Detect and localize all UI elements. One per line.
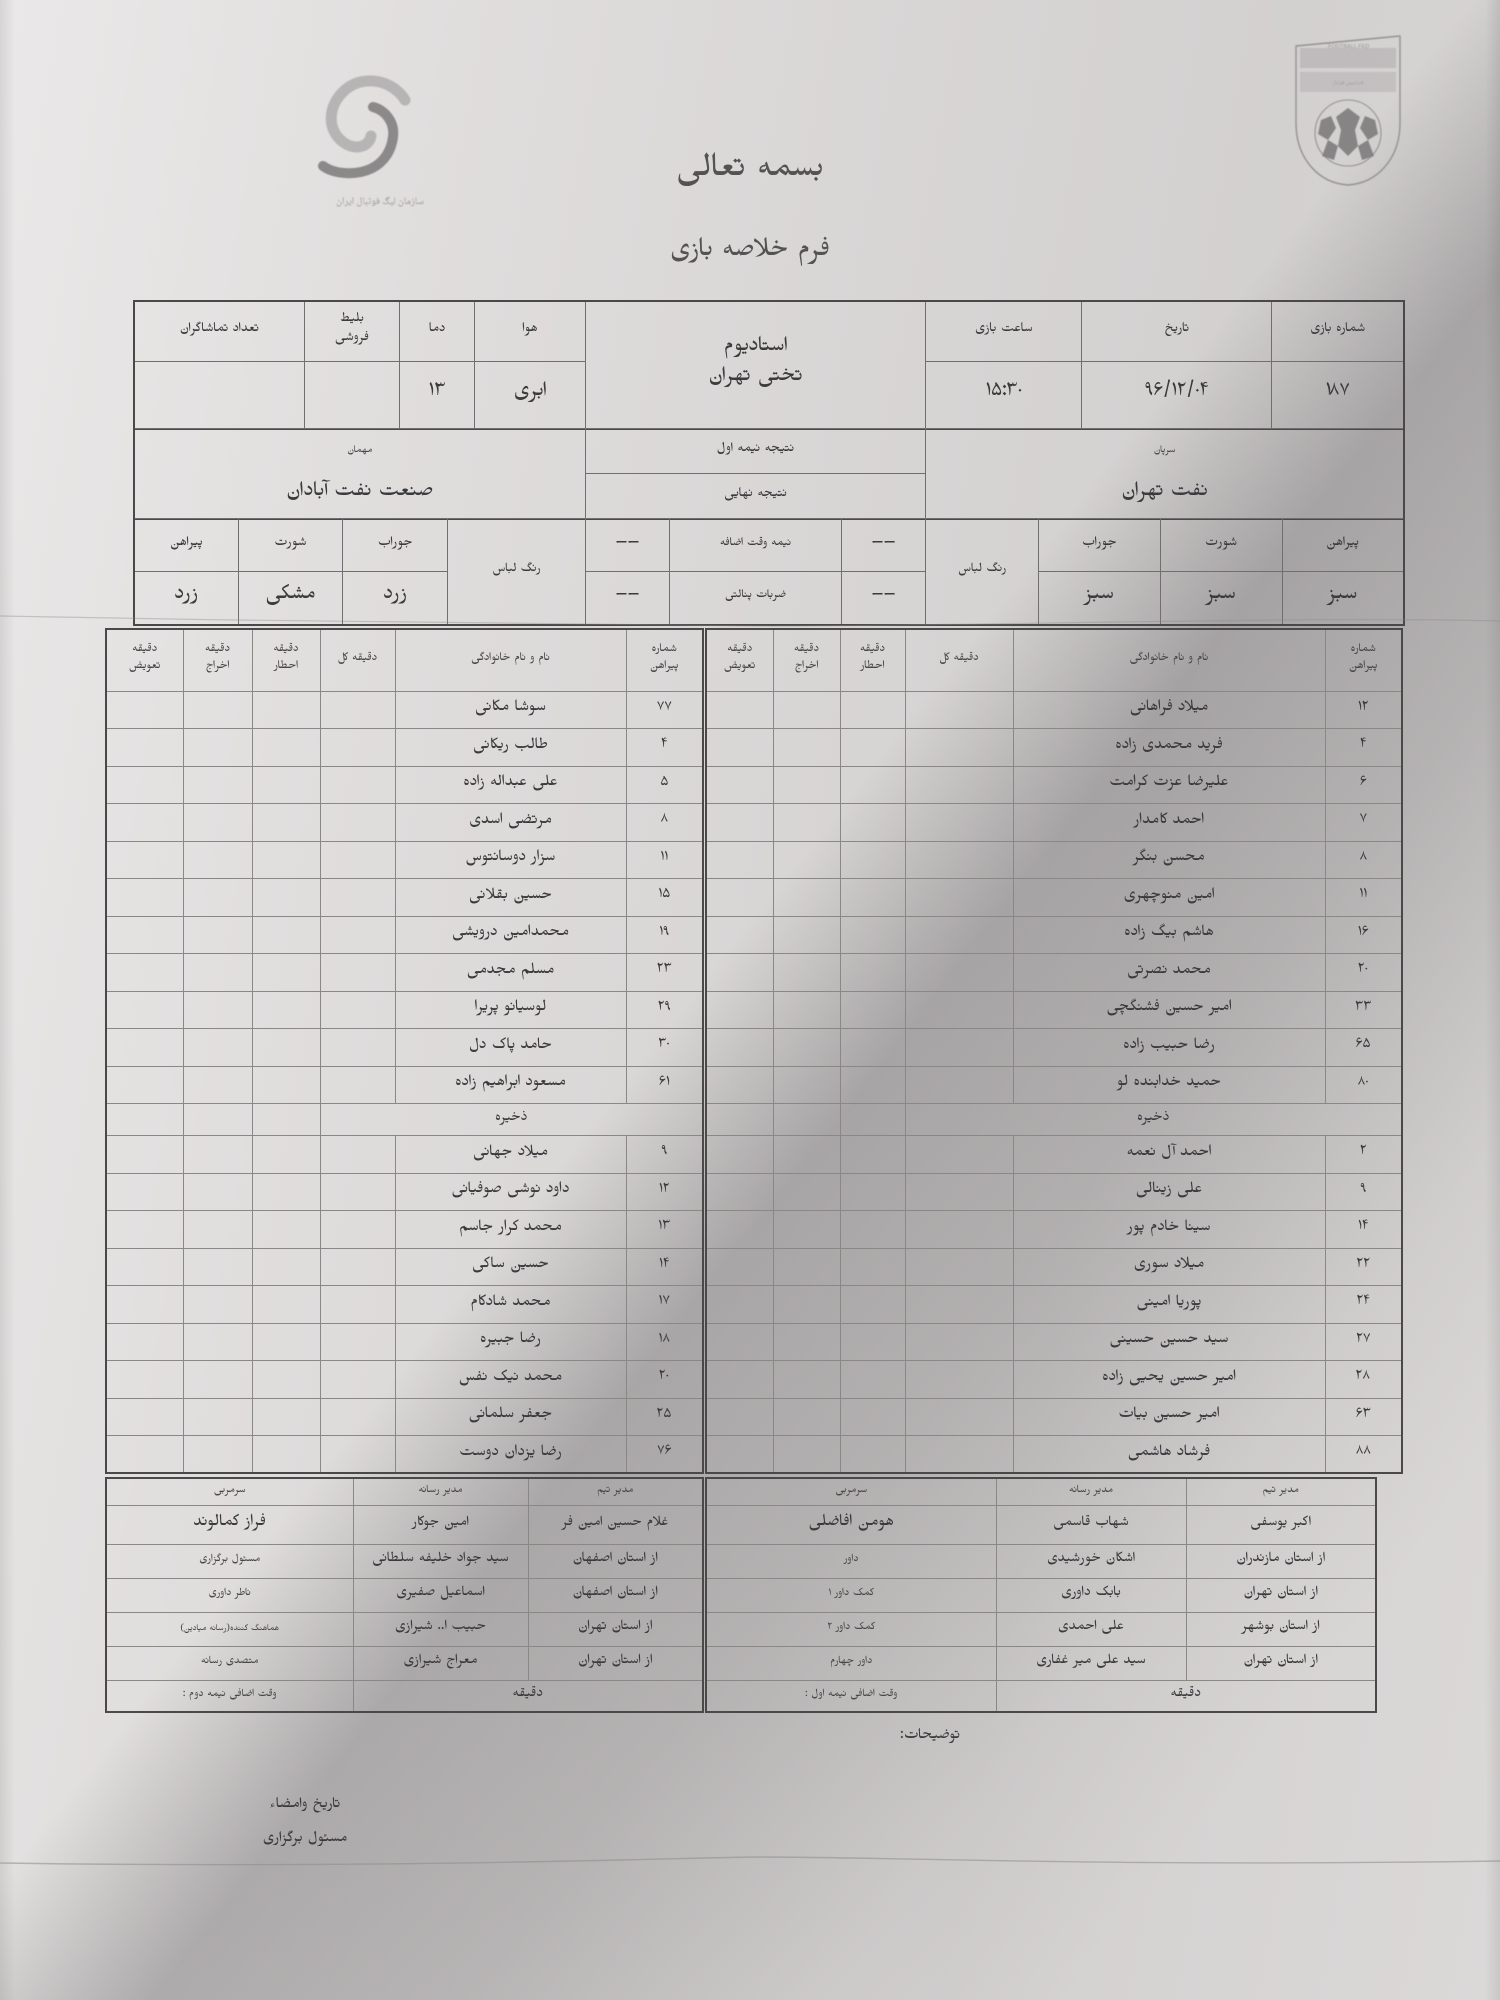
svg-text:FOOTBALL FED.: FOOTBALL FED. (1327, 44, 1370, 50)
svg-text:فدراسیون فوتبال: فدراسیون فوتبال (1333, 80, 1364, 88)
